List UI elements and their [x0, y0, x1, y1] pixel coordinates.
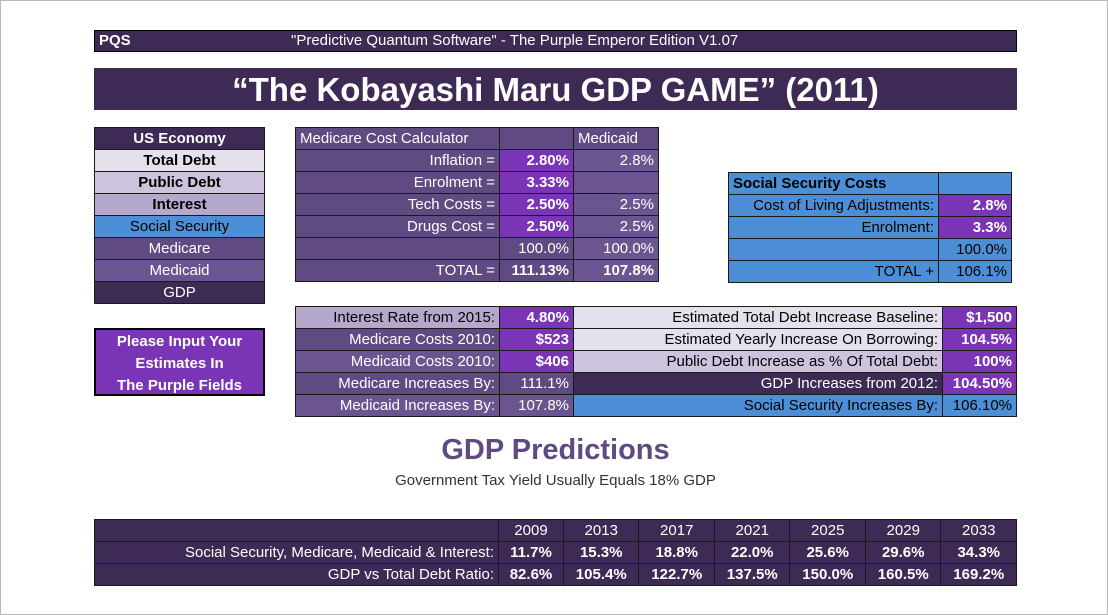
- legend-interest: Interest: [94, 193, 265, 216]
- predictions-subheading: Government Tax Yield Usually Equals 18% …: [395, 472, 716, 489]
- drugs-cost-label: Drugs Cost =: [295, 215, 500, 238]
- enrolment-input[interactable]: 3.33%: [499, 171, 574, 194]
- base-medicaid: 100.0%: [573, 237, 659, 260]
- inflation-label: Inflation =: [295, 149, 500, 172]
- medicare-increase-label: Medicare Increases By:: [295, 372, 500, 395]
- enrolment-medicaid: [573, 171, 659, 194]
- ss-increase-value: 106.10%: [942, 394, 1017, 417]
- year-header: 2029: [864, 519, 942, 542]
- ss-total-label: TOTAL +: [728, 260, 939, 283]
- input-instructions: Please Input Your Estimates In The Purpl…: [94, 328, 265, 396]
- year-header: 2013: [562, 519, 640, 542]
- debt-baseline-input[interactable]: $1,500: [942, 306, 1017, 329]
- legend-table: US Economy Total Debt Public Debt Intere…: [94, 127, 265, 304]
- legend-medicaid: Medicaid: [94, 259, 265, 282]
- debt-ratio-value: 122.7%: [638, 563, 715, 586]
- debt-ratio-value: 150.0%: [789, 563, 866, 586]
- medicare-costs-input[interactable]: $523: [499, 328, 574, 351]
- parameters-table: Interest Rate from 2015: 4.80% Estimated…: [295, 306, 1017, 417]
- spending-value: 25.6%: [789, 541, 866, 564]
- base-label: [295, 237, 500, 260]
- ss-enrolment-input[interactable]: 3.3%: [938, 216, 1012, 239]
- public-debt-pct-input[interactable]: 100%: [942, 350, 1017, 373]
- tech-costs-label: Tech Costs =: [295, 193, 500, 216]
- spending-value: 15.3%: [562, 541, 640, 564]
- input-note-line2: Estimates In: [135, 355, 224, 372]
- input-note-line1: Please Input Your: [116, 333, 243, 350]
- medicaid-increase-value: 107.8%: [499, 394, 574, 417]
- ss-enrolment-label: Enrolment:: [728, 216, 939, 239]
- legend-public-debt: Public Debt: [94, 171, 265, 194]
- header-bar: PQS "Predictive Quantum Software" - The …: [94, 30, 1017, 52]
- medicaid-costs-label: Medicaid Costs 2010:: [295, 350, 500, 373]
- ss-base-label: [728, 238, 939, 261]
- ss-increase-label: Social Security Increases By:: [573, 394, 943, 417]
- year-header: 2033: [940, 519, 1017, 542]
- edition-label: "Predictive Quantum Software" - The Purp…: [291, 32, 739, 49]
- cola-input[interactable]: 2.8%: [938, 194, 1012, 217]
- social-security-costs: Social Security Costs Cost of Living Adj…: [728, 172, 1012, 283]
- page-title: “The Kobayashi Maru GDP GAME” (2011): [94, 68, 1017, 110]
- total-medicare: 111.13%: [499, 259, 574, 282]
- input-note-line3: The Purple Fields: [116, 377, 243, 394]
- predictions-heading: GDP Predictions: [441, 434, 670, 466]
- tech-costs-input[interactable]: 2.50%: [499, 193, 574, 216]
- spending-value: 11.7%: [498, 541, 564, 564]
- predictions-table: 2009 2013 2017 2021 2025 2029 2033 Socia…: [94, 519, 1017, 586]
- debt-baseline-label: Estimated Total Debt Increase Baseline:: [573, 306, 943, 329]
- inflation-medicaid: 2.8%: [573, 149, 659, 172]
- year-header: 2017: [638, 519, 715, 542]
- debt-ratio-value: 82.6%: [498, 563, 564, 586]
- medicare-costs-label: Medicare Costs 2010:: [295, 328, 500, 351]
- brand-label: PQS: [99, 32, 131, 49]
- medicaid-costs-input[interactable]: $406: [499, 350, 574, 373]
- gdp-increase-input[interactable]: 104.50%: [942, 372, 1017, 395]
- debt-ratio-value: 169.2%: [940, 563, 1017, 586]
- legend-heading: US Economy: [94, 127, 265, 150]
- years-corner: [94, 519, 499, 542]
- yearly-borrowing-label: Estimated Yearly Increase On Borrowing:: [573, 328, 943, 351]
- legend-medicare: Medicare: [94, 237, 265, 260]
- spending-value: 34.3%: [940, 541, 1017, 564]
- enrolment-label: Enrolment =: [295, 171, 500, 194]
- total-label: TOTAL =: [295, 259, 500, 282]
- yearly-borrowing-input[interactable]: 104.5%: [942, 328, 1017, 351]
- ss-heading-blank: [938, 172, 1012, 195]
- year-header: 2021: [713, 519, 791, 542]
- cola-label: Cost of Living Adjustments:: [728, 194, 939, 217]
- medicare-increase-value: 111.1%: [499, 372, 574, 395]
- year-header: 2025: [789, 519, 866, 542]
- tech-costs-medicaid: 2.5%: [573, 193, 659, 216]
- base-medicare: 100.0%: [499, 237, 574, 260]
- ss-total-value: 106.1%: [938, 260, 1012, 283]
- debt-ratio-value: 160.5%: [864, 563, 942, 586]
- interest-rate-label: Interest Rate from 2015:: [295, 306, 500, 329]
- ss-base-value: 100.0%: [938, 238, 1012, 261]
- spending-value: 29.6%: [864, 541, 942, 564]
- debt-ratio-value: 137.5%: [713, 563, 791, 586]
- legend-gdp: GDP: [94, 281, 265, 304]
- total-medicaid: 107.8%: [573, 259, 659, 282]
- debt-ratio-value: 105.4%: [562, 563, 640, 586]
- drugs-cost-medicaid: 2.5%: [573, 215, 659, 238]
- ss-heading: Social Security Costs: [728, 172, 939, 195]
- medicaid-heading: Medicaid: [573, 127, 659, 150]
- year-header: 2009: [498, 519, 564, 542]
- spending-value: 22.0%: [713, 541, 791, 564]
- drugs-cost-input[interactable]: 2.50%: [499, 215, 574, 238]
- public-debt-pct-label: Public Debt Increase as % Of Total Debt:: [573, 350, 943, 373]
- medicaid-increase-label: Medicaid Increases By:: [295, 394, 500, 417]
- gdp-increase-label: GDP Increases from 2012:: [573, 372, 943, 395]
- medicare-calculator: Medicare Cost Calculator Medicaid Inflat…: [295, 127, 659, 282]
- legend-total-debt: Total Debt: [94, 149, 265, 172]
- medicare-calc-heading: Medicare Cost Calculator: [295, 127, 500, 150]
- debt-ratio-row-label: GDP vs Total Debt Ratio:: [94, 563, 499, 586]
- medicare-calc-blank: [499, 127, 574, 150]
- spending-row-label: Social Security, Medicare, Medicaid & In…: [94, 541, 499, 564]
- inflation-input[interactable]: 2.80%: [499, 149, 574, 172]
- spending-value: 18.8%: [638, 541, 715, 564]
- interest-rate-input[interactable]: 4.80%: [499, 306, 574, 329]
- legend-social-security: Social Security: [94, 215, 265, 238]
